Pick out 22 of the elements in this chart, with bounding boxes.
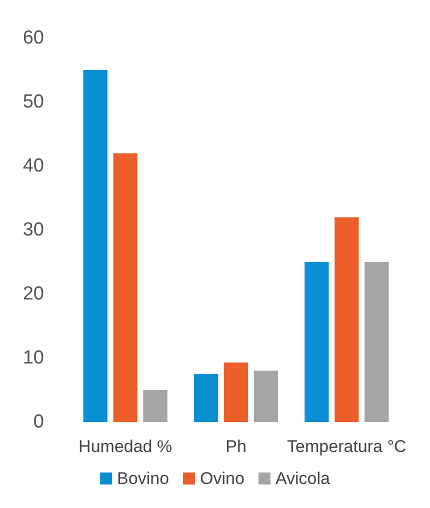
bar	[254, 370, 278, 422]
x-tick-label: Temperatura °C	[287, 437, 406, 456]
bar	[364, 262, 389, 422]
bar	[194, 374, 218, 422]
bar	[143, 390, 168, 422]
y-tick-label: 10	[22, 348, 44, 368]
y-tick-label: 60	[22, 28, 44, 48]
legend-label: Ovino	[200, 469, 244, 488]
x-tick-label: Humedad %	[78, 437, 172, 456]
y-tick-label: 40	[22, 156, 44, 176]
y-tick-label: 0	[33, 412, 44, 432]
legend-label: Avicola	[275, 469, 330, 488]
x-tick-label: Ph	[226, 437, 246, 456]
bar	[304, 262, 329, 422]
legend-label: Bovino	[117, 469, 170, 488]
bar	[334, 217, 359, 422]
y-tick-label: 30	[22, 220, 44, 240]
bar	[224, 362, 248, 422]
bar	[83, 70, 108, 422]
y-tick-label: 50	[22, 92, 44, 112]
y-tick-label: 20	[22, 284, 44, 304]
bar	[113, 153, 138, 422]
